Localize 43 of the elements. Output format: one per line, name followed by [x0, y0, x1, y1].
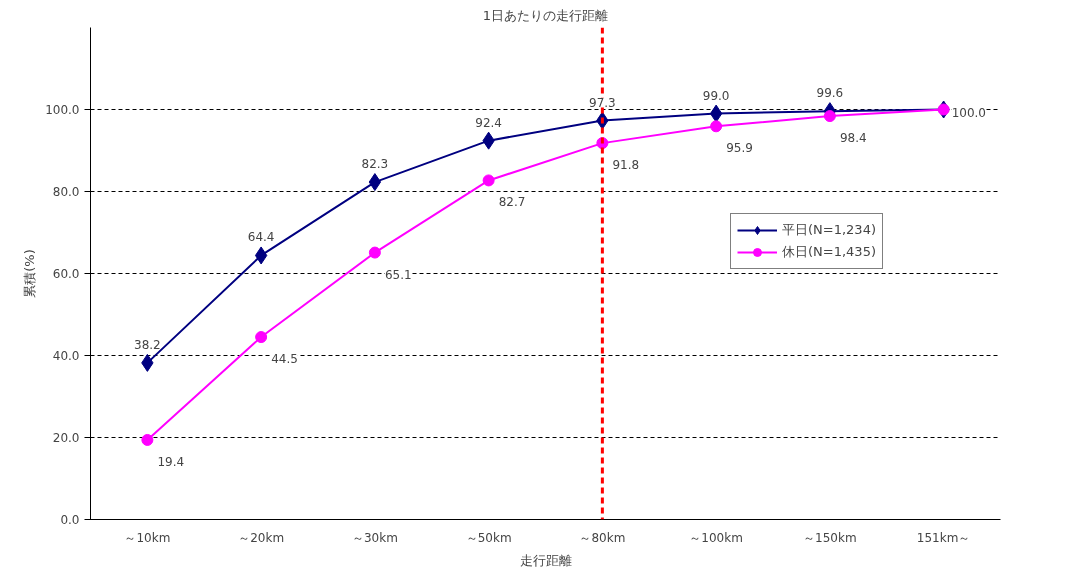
y-tick-label: 60.0	[52, 267, 80, 281]
data-label: 99.6	[816, 86, 844, 101]
point	[710, 120, 723, 133]
x-tick-label: ～20km	[238, 530, 285, 545]
chart-title: 1日あたりの走行距離	[482, 7, 609, 23]
point	[709, 104, 723, 123]
x-tick-label: ～100km	[689, 530, 743, 545]
point	[368, 173, 382, 192]
data-label: 82.7	[498, 195, 526, 210]
data-label: 65.1	[384, 267, 412, 282]
x-axis-title: 走行距離	[519, 552, 572, 568]
x-tick-label: ～150km	[803, 530, 857, 545]
point	[254, 246, 268, 265]
point	[823, 110, 836, 123]
data-label: 19.4	[157, 454, 185, 469]
data-label: 92.4	[475, 115, 502, 130]
point	[482, 174, 495, 187]
x-tick-label: ～50km	[465, 530, 512, 545]
data-label: 95.9	[726, 141, 753, 156]
data-label: 100.0	[951, 105, 986, 120]
x-tick-label: ～30km	[351, 530, 398, 545]
y-tick-label: 20.0	[52, 431, 80, 445]
y-axis-title: 累積(%)	[22, 249, 38, 298]
point	[141, 433, 154, 446]
data-label: 91.8	[612, 158, 640, 173]
x-tick-label: 151km～	[916, 530, 971, 545]
y-tick-label: 100.0	[45, 103, 80, 117]
x-tick-label: ～80km	[579, 530, 626, 545]
data-label: 99.0	[702, 88, 730, 103]
y-tick-label: 0.0	[60, 513, 80, 527]
x-tick-label: ～10km	[124, 530, 171, 545]
point	[255, 331, 268, 344]
data-label: 98.4	[839, 131, 867, 146]
data-label: 64.4	[247, 230, 275, 245]
y-tick-label: 80.0	[52, 185, 80, 199]
legend-label: 休日(N=1,435)	[782, 243, 876, 261]
legend-label: 平日(N=1,234)	[782, 221, 876, 239]
data-label: 38.2	[134, 337, 161, 352]
point	[368, 246, 381, 259]
data-label: 97.3	[589, 95, 616, 110]
y-tick-label: 40.0	[52, 349, 80, 363]
data-label: 82.3	[361, 157, 389, 172]
data-label: 44.5	[271, 352, 298, 367]
